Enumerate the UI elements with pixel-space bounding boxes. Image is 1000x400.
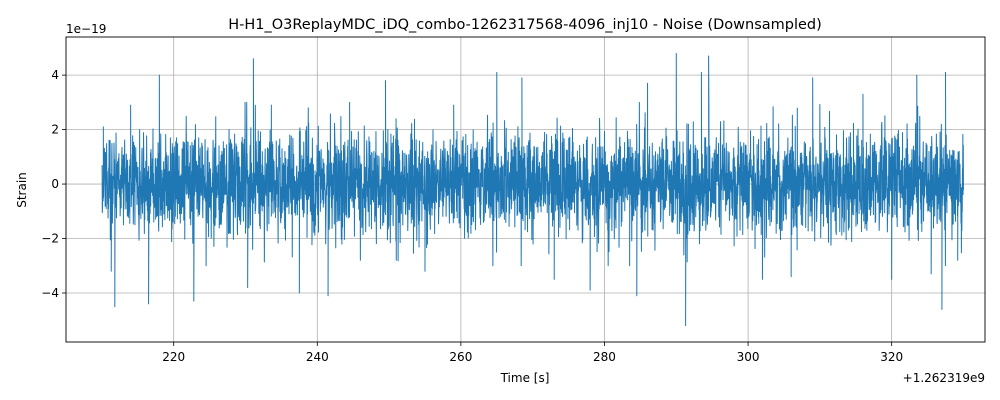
- plot-frame: [65, 36, 986, 343]
- x-offset-text: +1.262319e9: [903, 371, 985, 385]
- x-tick-label: 260: [449, 350, 472, 364]
- plot-series-group: [101, 52, 964, 327]
- y-tick-label: 4: [51, 68, 59, 82]
- y-tick-label: −4: [41, 286, 59, 300]
- y-scale-text: 1e−19: [66, 22, 106, 36]
- y-axis-label: Strain: [15, 172, 29, 208]
- x-tick-label: 220: [162, 350, 185, 364]
- y-axis: −4 −2 0 2 4: [41, 68, 66, 300]
- x-axis-label: Time [s]: [500, 371, 550, 385]
- series-line-strain: [101, 52, 964, 327]
- x-axis: 220 240 260 280 300 320: [162, 342, 903, 364]
- y-tick-label: −2: [41, 232, 59, 246]
- x-tick-label: 280: [593, 350, 616, 364]
- x-tick-label: 300: [737, 350, 760, 364]
- x-tick-label: 320: [880, 350, 903, 364]
- x-tick-label: 240: [306, 350, 329, 364]
- y-tick-label: 0: [51, 177, 59, 191]
- y-tick-label: 2: [51, 123, 59, 137]
- chart-title: H-H1_O3ReplayMDC_iDQ_combo-1262317568-40…: [228, 17, 822, 33]
